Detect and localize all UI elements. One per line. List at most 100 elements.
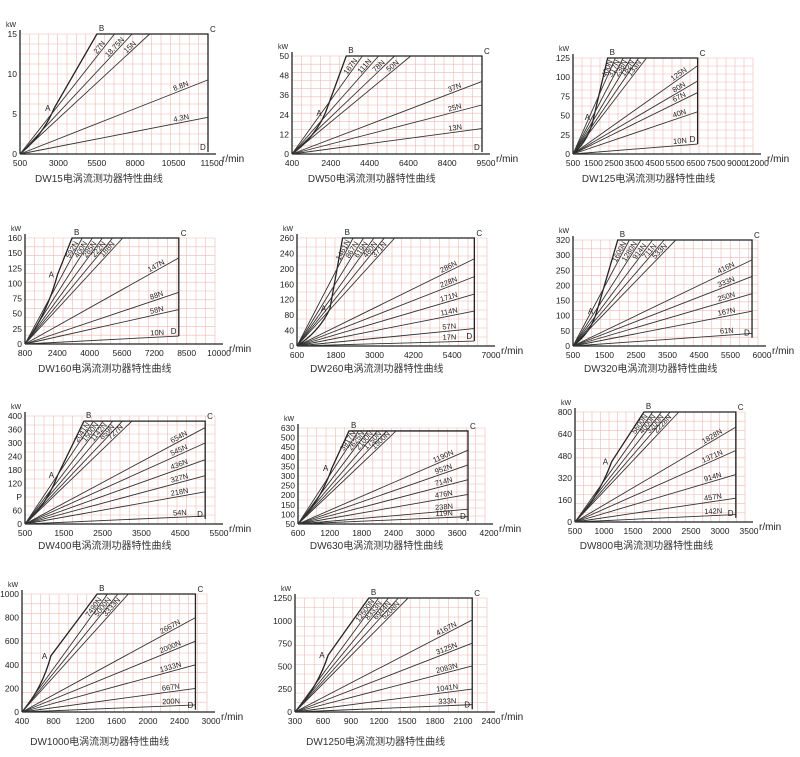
torque-label: 476N [434,488,453,500]
torque-line [294,619,473,713]
torque-label: 54N [173,508,187,518]
torque-line [572,57,647,155]
x-tick-label: 500 [568,526,582,536]
torque-line [297,508,469,525]
torque-label: 714N [434,475,454,488]
y-tick-label: 40 [285,326,295,336]
torque-label: 667N [161,682,180,693]
torque-line [296,276,475,347]
x-tick-label: 1500 [398,716,417,726]
y-tick-label: 500 [278,661,292,671]
torque-line [19,79,209,155]
point-label-b: B [620,230,625,239]
torque-label: 114N [440,305,459,317]
torque-line [24,257,180,345]
y-tick-label: 1250 [273,593,292,603]
torque-line [296,237,385,347]
torque-line [297,430,388,525]
x-tick-label: 4500 [171,528,190,538]
x-tick-label: 2500 [604,158,623,168]
torque-line [21,640,196,713]
chart-title: DW125电涡流测功器特性曲线 [582,172,715,185]
chart-9: 500 1000 1500 2000 2500 3000 3500 0 160 320 480 640… [558,400,781,552]
y-unit-label: kW [11,404,22,411]
y-tick-label: 120 [8,479,22,489]
torque-label: 238N [435,502,454,513]
torque-line [24,420,104,525]
x-tick-label: 1200 [320,528,339,538]
x-tick-label: 8400 [438,158,457,168]
x-tick-label: 500 [13,158,27,168]
y-tick-label: 15 [8,29,18,39]
chart-7: 500 1500 2500 3500 4500 5500 0 60 P 120 180 240 300 3… [8,404,251,552]
point-label-c: C [754,231,760,240]
torque-label: 58N [149,304,164,316]
torque-label: 200N [162,697,180,707]
x-tick-label: 10000 [207,348,231,358]
chart-title: DW50电涡流测功器特性曲线 [308,172,436,185]
point-label-d: D [474,143,480,152]
torque-line [296,310,475,347]
torque-line [572,57,632,155]
x-tick-label: 3000 [416,528,435,538]
torque-label: 416N [716,260,736,276]
torque-line [572,92,698,155]
torque-line [572,276,753,347]
x-tick-label: 1800 [326,350,345,360]
torque-line [24,309,179,345]
x-tick-label: 2000 [653,526,672,536]
x-tick-label: 600 [316,716,330,726]
torque-line [296,237,364,347]
x-tick-label: 3500 [625,158,644,168]
torque-label: 10N [673,136,687,146]
x-tick-label: 1500 [595,350,614,360]
chart-title: DW800电涡流测功器特性曲线 [580,539,713,552]
x-tick-label: 300 [288,716,302,726]
envelope-curve [296,237,475,347]
point-label-c: C [197,585,203,594]
torque-line [21,617,196,713]
y-tick-label: 75 [13,294,23,304]
torque-line [572,239,630,347]
x-tick-label: 1800 [352,528,371,538]
point-label-d: D [171,327,177,336]
torque-line [574,411,654,523]
y-tick-label: 50 [280,51,290,61]
torque-label: 1371N [700,448,724,465]
torque-line [572,239,677,347]
y-tick-label: 250 [278,684,292,694]
x-tick-label: 3600 [448,528,467,538]
torque-line [291,55,395,155]
torque-line [24,420,114,525]
y-tick-label: 250 [556,265,570,275]
y-unit-label: kW [283,226,294,233]
chart-title: DW400电涡流测功器特性曲线 [38,539,171,552]
point-label-d: D [466,332,472,341]
torque-line [574,497,736,523]
y-unit-label: kW [559,228,570,235]
torque-label: 228N [439,275,459,290]
x-tick-label: 600 [290,350,304,360]
torque-label: 3125N [435,640,459,656]
torque-line [296,340,475,347]
torque-line [24,442,206,525]
y-tick-label: 480 [558,451,572,461]
x-tick-label: 2400 [384,528,403,538]
x-tick-label: 3000 [202,716,221,726]
y-tick-label: 25 [13,324,23,334]
y-tick-label: 600 [5,636,19,646]
y-tick-label: 60 [13,506,23,516]
chart-3: 500 1500 2500 3500 4500 5500 6500 7500 9000 12000… [556,46,789,185]
y-tick-label: 50 [13,309,23,319]
torque-line [572,239,653,347]
x-tick-label: 1200 [76,716,95,726]
point-label-c: C [738,403,744,412]
x-tick-label: 2500 [93,528,112,538]
torque-label: 1190N [432,448,455,465]
torque-line [294,642,473,713]
torque-line [572,143,698,155]
chart-title: DW630电涡流测功器特性曲线 [310,539,443,552]
chart-title: DW15电涡流测功器特性曲线 [35,172,163,185]
torque-line [24,491,206,525]
x-tick-label: 3000 [711,526,730,536]
